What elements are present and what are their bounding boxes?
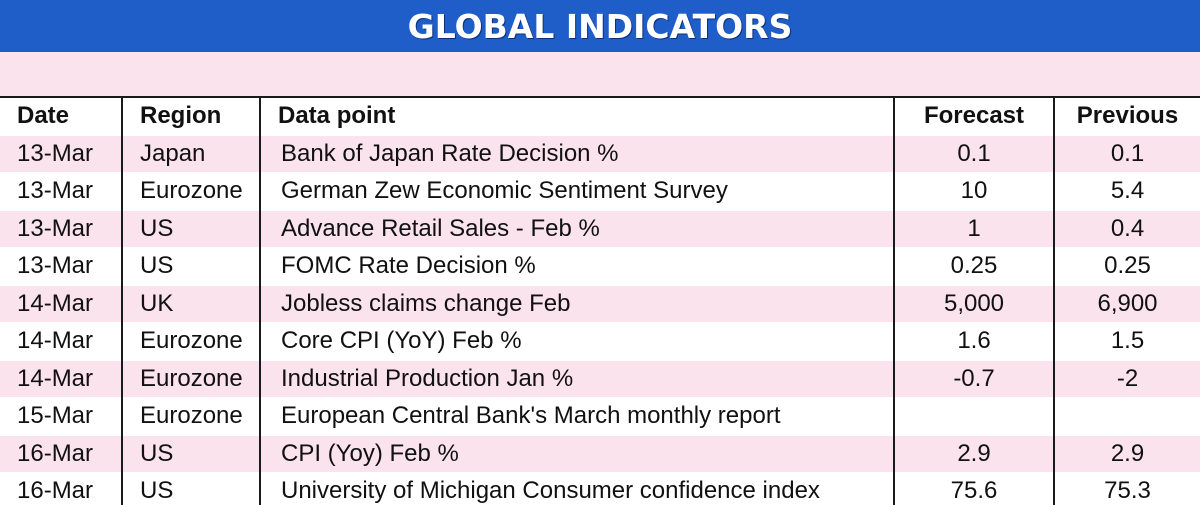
- title-spacer-band: [0, 52, 1200, 98]
- cell-data-point: CPI (Yoy) Feb %: [260, 435, 895, 473]
- table-row: 13-Mar US FOMC Rate Decision % 0.25 0.25: [0, 247, 1200, 286]
- cell-forecast: [894, 397, 1055, 436]
- cell-region: UK: [122, 285, 261, 323]
- table-row: 13-Mar Eurozone German Zew Economic Sent…: [0, 172, 1200, 211]
- cell-previous: 75.3: [1054, 472, 1200, 505]
- cell-forecast: 1.6: [894, 322, 1055, 361]
- cell-region: US: [122, 435, 261, 473]
- cell-previous: 0.4: [1054, 210, 1200, 248]
- page-title: GLOBAL INDICATORS: [407, 6, 793, 46]
- table-row: 16-Mar US CPI (Yoy) Feb % 2.9 2.9: [0, 435, 1200, 473]
- cell-date: 13-Mar: [0, 172, 123, 211]
- cell-region: Japan: [122, 135, 261, 173]
- header-region: Region: [122, 98, 261, 136]
- cell-forecast: 5,000: [894, 285, 1055, 323]
- table-row: 15-Mar Eurozone European Central Bank's …: [0, 397, 1200, 436]
- cell-previous: 6,900: [1054, 285, 1200, 323]
- cell-region: US: [122, 210, 261, 248]
- table-row: 14-Mar Eurozone Core CPI (YoY) Feb % 1.6…: [0, 322, 1200, 361]
- cell-date: 13-Mar: [0, 135, 123, 173]
- cell-data-point: FOMC Rate Decision %: [260, 247, 895, 286]
- cell-region: US: [122, 472, 261, 505]
- cell-forecast: 75.6: [894, 472, 1055, 505]
- cell-region: Eurozone: [122, 397, 261, 436]
- cell-date: 14-Mar: [0, 322, 123, 361]
- cell-data-point: Industrial Production Jan %: [260, 360, 895, 398]
- cell-region: Eurozone: [122, 322, 261, 361]
- cell-previous: 1.5: [1054, 322, 1200, 361]
- table-header-row: Date Region Data point Forecast Previous: [0, 98, 1200, 136]
- header-previous: Previous: [1054, 98, 1200, 136]
- cell-date: 15-Mar: [0, 397, 123, 436]
- cell-data-point: Core CPI (YoY) Feb %: [260, 322, 895, 361]
- cell-data-point: Jobless claims change Feb: [260, 285, 895, 323]
- table-row: 14-Mar UK Jobless claims change Feb 5,00…: [0, 285, 1200, 323]
- title-bar: GLOBAL INDICATORS: [0, 0, 1200, 52]
- cell-data-point: German Zew Economic Sentiment Survey: [260, 172, 895, 211]
- cell-data-point: University of Michigan Consumer confiden…: [260, 472, 895, 505]
- cell-forecast: 2.9: [894, 435, 1055, 473]
- cell-date: 14-Mar: [0, 285, 123, 323]
- table-row: 13-Mar Japan Bank of Japan Rate Decision…: [0, 135, 1200, 173]
- cell-previous: 0.25: [1054, 247, 1200, 286]
- cell-date: 16-Mar: [0, 472, 123, 505]
- table-row: 13-Mar US Advance Retail Sales - Feb % 1…: [0, 210, 1200, 248]
- indicators-table: Date Region Data point Forecast Previous…: [0, 98, 1200, 505]
- cell-data-point: Bank of Japan Rate Decision %: [260, 135, 895, 173]
- cell-previous: -2: [1054, 360, 1200, 398]
- header-data-point: Data point: [260, 98, 895, 136]
- cell-region: Eurozone: [122, 172, 261, 211]
- cell-previous: 0.1: [1054, 135, 1200, 173]
- cell-data-point: European Central Bank's March monthly re…: [260, 397, 895, 436]
- cell-date: 16-Mar: [0, 435, 123, 473]
- cell-forecast: 0.1: [894, 135, 1055, 173]
- cell-date: 13-Mar: [0, 210, 123, 248]
- cell-forecast: 0.25: [894, 247, 1055, 286]
- cell-forecast: -0.7: [894, 360, 1055, 398]
- cell-data-point: Advance Retail Sales - Feb %: [260, 210, 895, 248]
- cell-date: 13-Mar: [0, 247, 123, 286]
- table-body: 13-Mar Japan Bank of Japan Rate Decision…: [0, 135, 1200, 505]
- cell-date: 14-Mar: [0, 360, 123, 398]
- cell-region: Eurozone: [122, 360, 261, 398]
- cell-previous: 2.9: [1054, 435, 1200, 473]
- cell-forecast: 1: [894, 210, 1055, 248]
- header-date: Date: [0, 98, 123, 136]
- table-row: 14-Mar Eurozone Industrial Production Ja…: [0, 360, 1200, 398]
- cell-region: US: [122, 247, 261, 286]
- cell-forecast: 10: [894, 172, 1055, 211]
- cell-previous: [1054, 397, 1200, 436]
- cell-previous: 5.4: [1054, 172, 1200, 211]
- table-row: 16-Mar US University of Michigan Consume…: [0, 472, 1200, 505]
- header-forecast: Forecast: [894, 98, 1055, 136]
